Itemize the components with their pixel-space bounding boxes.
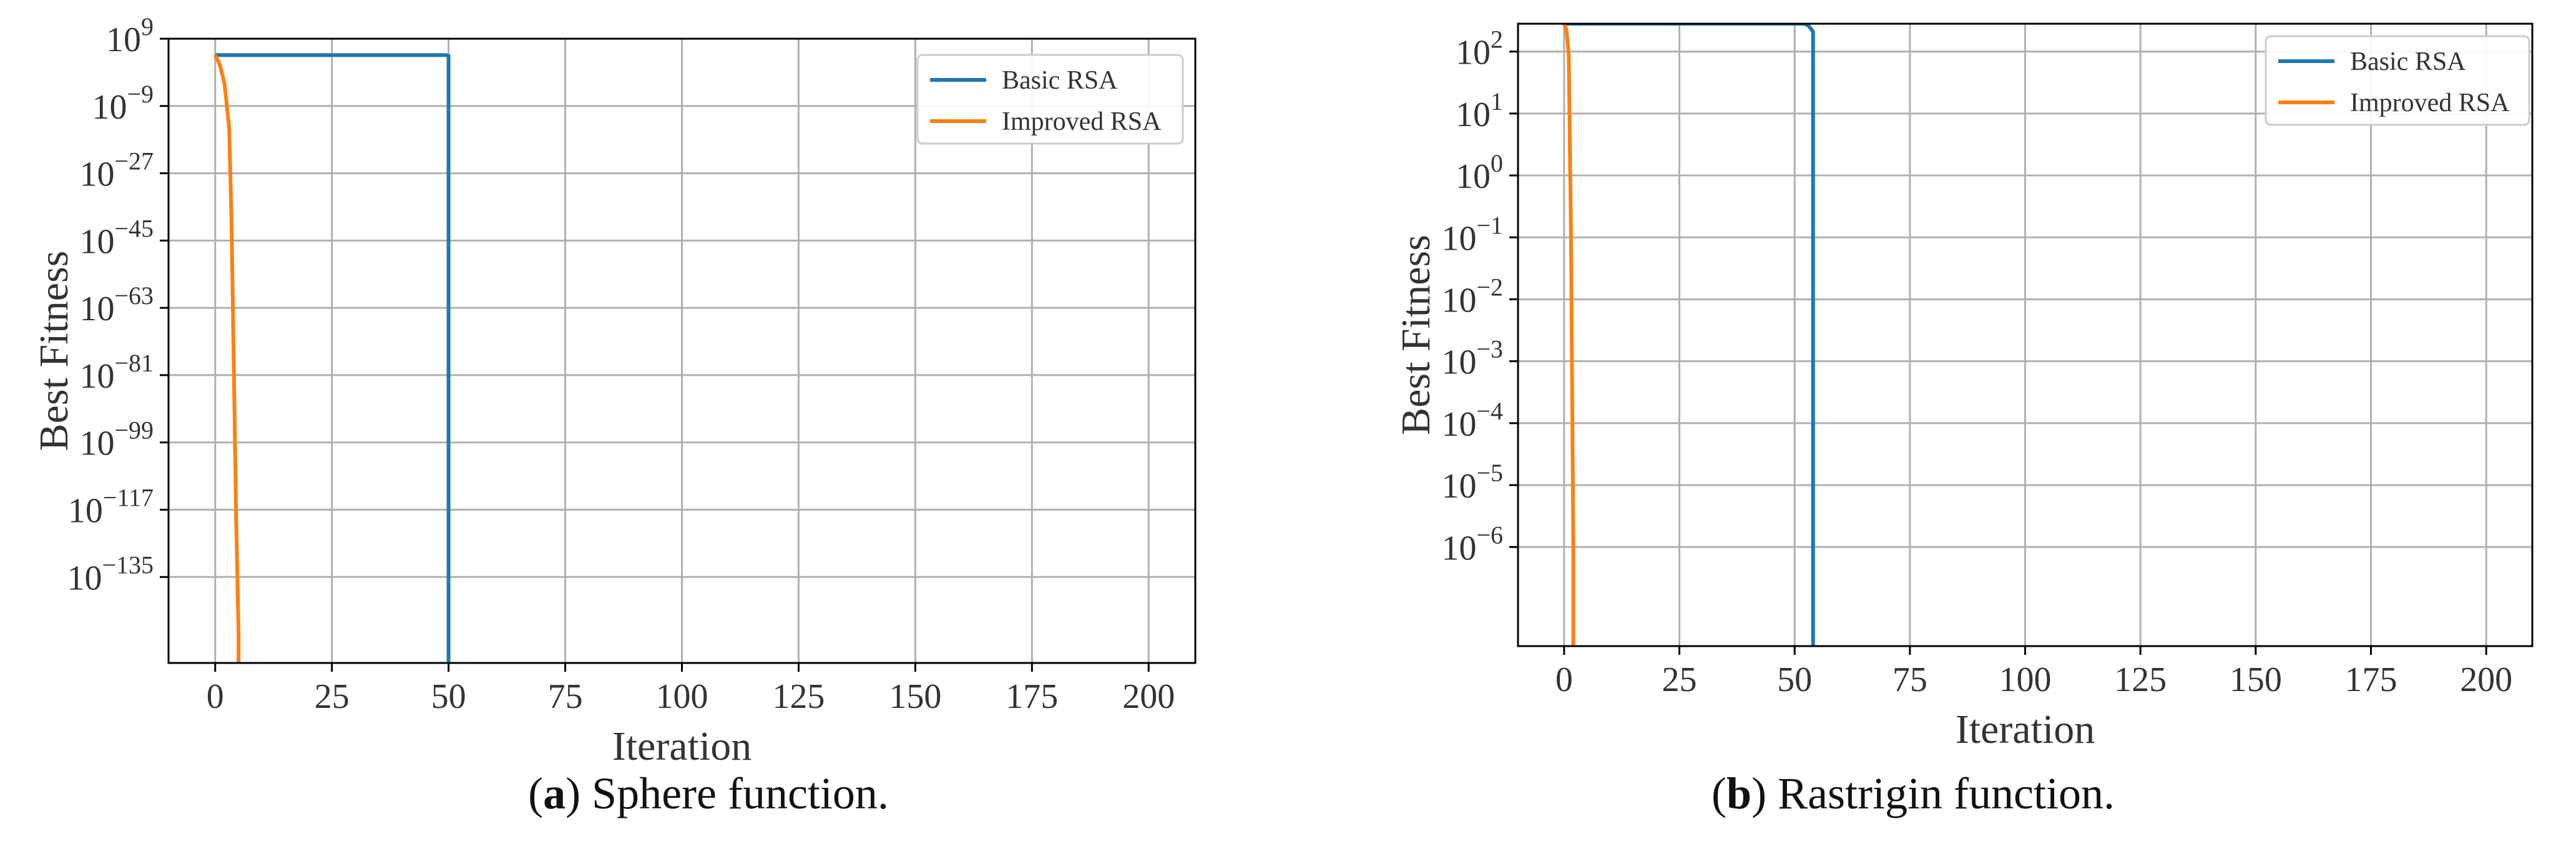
- legend: Basic RSA Improved RSA: [916, 54, 1184, 145]
- y-tick-base: 10: [1441, 219, 1476, 258]
- legend-label: Basic RSA: [1002, 66, 1118, 95]
- y-tick-base: 10: [79, 424, 114, 463]
- y-tick-base: 10: [1441, 529, 1476, 567]
- series-line-improved-rsa: [213, 54, 241, 663]
- y-tick-base: 10: [1456, 34, 1491, 72]
- x-tick-label: 50: [1777, 660, 1812, 699]
- x-tick-label: 0: [207, 677, 224, 716]
- y-tick-label: 10−117: [68, 483, 154, 530]
- y-tick-exponent: 9: [141, 12, 154, 41]
- y-tick-label: 10−2: [1441, 273, 1503, 320]
- y-tick-label: 10−6: [1441, 521, 1503, 567]
- x-tick-label: 125: [772, 677, 825, 716]
- y-tick-exponent: −3: [1476, 335, 1503, 363]
- x-tick-label: 50: [431, 677, 466, 716]
- y-tick-base: 10: [68, 491, 103, 530]
- figure-caption: (b) Rastrigin function.: [1712, 768, 2115, 818]
- y-tick-exponent: −45: [114, 214, 154, 242]
- caption-text: ) Rastrigin function.: [1751, 768, 2115, 818]
- x-tick-label: 25: [315, 677, 350, 716]
- x-tick-label: 25: [1662, 660, 1697, 699]
- x-tick-label: 0: [1555, 660, 1573, 699]
- y-tick-label: 10−135: [67, 551, 154, 597]
- y-tick-exponent: −81: [114, 349, 154, 377]
- y-tick-label: 102: [1456, 26, 1503, 72]
- x-axis-label: Iteration: [612, 724, 752, 769]
- x-tick-label: 75: [548, 677, 583, 716]
- y-tick-exponent: 0: [1491, 149, 1503, 177]
- x-axis-label: Iteration: [1956, 707, 2095, 752]
- caption-open-paren: (: [528, 768, 543, 818]
- y-tick-base: 10: [1441, 405, 1476, 444]
- y-tick-exponent: −99: [114, 416, 154, 444]
- y-tick-label: 10−81: [79, 349, 154, 396]
- y-tick-label: 10−9: [92, 80, 154, 127]
- legend-label: Improved RSA: [1002, 107, 1162, 136]
- y-tick-base: 10: [92, 88, 127, 127]
- y-tick-exponent: −63: [114, 282, 154, 310]
- y-tick-base: 10: [79, 357, 114, 396]
- y-tick-exponent: 2: [1491, 26, 1503, 54]
- x-tick-label: 200: [1122, 677, 1175, 716]
- caption-panel-letter: a: [543, 768, 566, 818]
- series-line-basic-rsa: [215, 53, 451, 663]
- y-tick-label: 10−1: [1441, 211, 1503, 258]
- x-tick-label: 175: [1006, 677, 1058, 716]
- figure-caption: (a) Sphere function.: [528, 768, 889, 818]
- y-tick-exponent: −6: [1476, 521, 1503, 549]
- y-tick-label: 100: [1456, 149, 1503, 196]
- x-tick-label: 150: [889, 677, 941, 716]
- y-axis-label: Best Fitness: [1393, 235, 1439, 435]
- series-line-basic-rsa: [1564, 24, 1815, 646]
- y-tick-base: 10: [1441, 467, 1476, 506]
- panel-b-rastrigin-chart: 0 25 50 75 100 125 150 175 20010210110010−110−21…: [1393, 22, 2534, 818]
- x-tick-label: 125: [2114, 660, 2167, 699]
- y-tick-label: 10−45: [79, 214, 154, 261]
- y-tick-exponent: −9: [127, 80, 154, 108]
- y-tick-label: 10−99: [79, 416, 154, 463]
- y-tick-label: 101: [1456, 87, 1503, 134]
- y-tick-base: 10: [106, 21, 141, 59]
- y-tick-base: 10: [1456, 96, 1491, 134]
- legend: Basic RSA Improved RSA: [2265, 35, 2530, 126]
- y-tick-label: 10−63: [79, 282, 154, 328]
- legend-label: Basic RSA: [2350, 47, 2466, 76]
- y-tick-exponent: −4: [1476, 397, 1503, 425]
- x-tick-label: 200: [2460, 660, 2512, 699]
- y-tick-exponent: −117: [103, 483, 154, 511]
- x-tick-label: 100: [1999, 660, 2052, 699]
- x-tick-label: 150: [2230, 660, 2282, 699]
- series-line-improved-rsa: [1562, 24, 1575, 646]
- y-tick-label: 10−3: [1441, 335, 1503, 382]
- y-tick-exponent: −135: [102, 551, 154, 579]
- legend-label: Improved RSA: [2350, 89, 2510, 117]
- y-tick-exponent: −27: [114, 147, 154, 175]
- y-tick-base: 10: [1456, 157, 1491, 196]
- caption-open-paren: (: [1712, 768, 1726, 818]
- y-tick-label: 10−27: [79, 147, 154, 194]
- x-tick-label: 100: [656, 677, 708, 716]
- x-tick-label: 75: [1893, 660, 1927, 699]
- caption-panel-letter: b: [1726, 768, 1751, 818]
- y-tick-label: 10−4: [1441, 397, 1503, 444]
- y-tick-label: 10−5: [1441, 459, 1503, 506]
- y-tick-exponent: −1: [1476, 211, 1503, 239]
- y-tick-base: 10: [1441, 343, 1476, 382]
- y-tick-label: 109: [106, 12, 154, 59]
- y-tick-base: 10: [1441, 281, 1476, 320]
- y-tick-exponent: −2: [1476, 273, 1503, 301]
- caption-text: ) Sphere function.: [566, 768, 889, 818]
- y-tick-base: 10: [79, 222, 114, 261]
- y-tick-base: 10: [79, 155, 114, 194]
- y-tick-exponent: −5: [1476, 459, 1503, 487]
- x-tick-label: 175: [2344, 660, 2397, 699]
- panel-a-sphere-chart: 0 25 50 75 100 125 150 175 20010910−910−2710−451…: [31, 12, 1197, 818]
- y-tick-exponent: 1: [1491, 87, 1503, 115]
- y-tick-base: 10: [79, 290, 114, 328]
- y-axis-label: Best Fitness: [31, 251, 77, 451]
- y-tick-base: 10: [67, 559, 102, 597]
